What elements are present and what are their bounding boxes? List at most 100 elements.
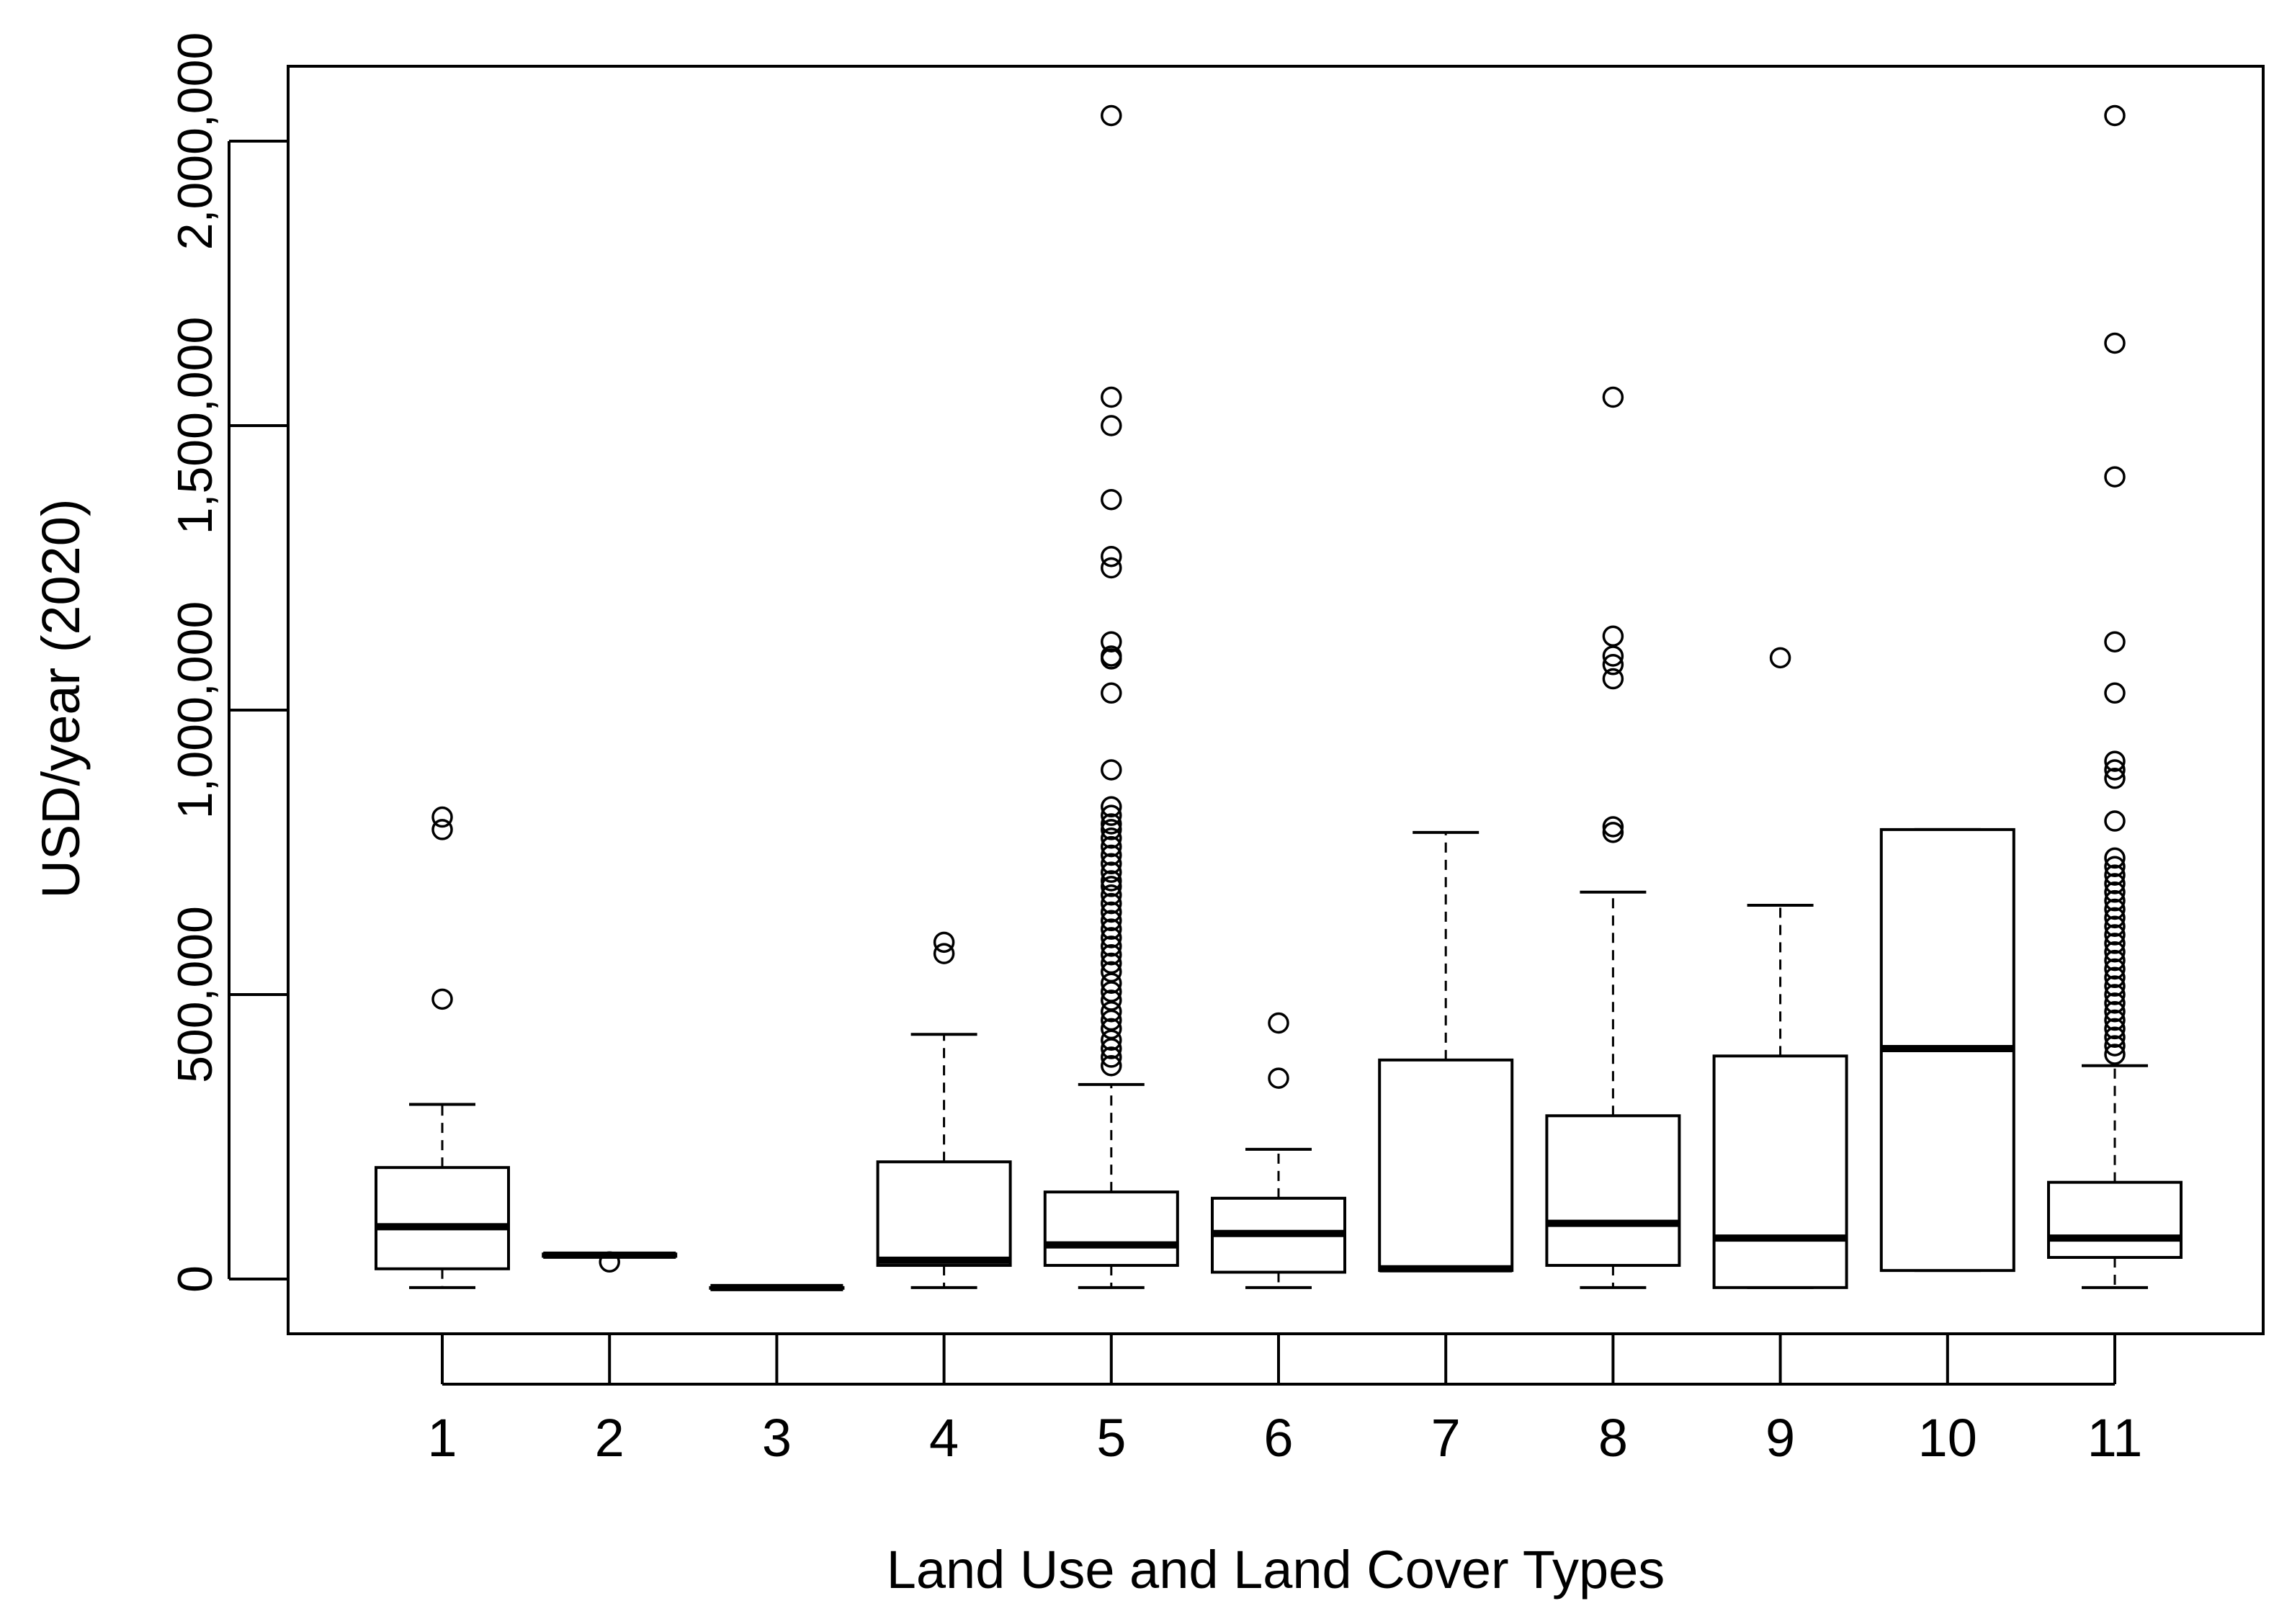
outlier-point [1101, 876, 1122, 897]
outlier-point [2104, 915, 2126, 937]
outlier-point [1602, 625, 1624, 647]
outlier-point [1101, 844, 1122, 866]
outlier-point [2104, 1026, 2126, 1048]
outlier-point [1101, 990, 1122, 1011]
outlier-point [2104, 984, 2126, 1005]
outlier-point [2104, 898, 2126, 920]
outlier-point [2104, 759, 2126, 781]
box-category-7 [1378, 830, 1514, 1273]
x-axis: 1 2 3 4 5 6 7 8 9 10 11 [427, 1334, 2142, 1468]
outlier-point [1101, 488, 1122, 511]
outlier-point [1101, 943, 1122, 966]
x-tick-label: 2 [595, 1408, 625, 1468]
outlier-point [1602, 668, 1624, 690]
outlier-point [2104, 949, 2126, 972]
outlier-point [1101, 682, 1122, 704]
x-tick-label: 5 [1096, 1408, 1126, 1468]
outlier-point [1101, 631, 1122, 652]
outlier-point [2104, 1044, 2126, 1065]
box-iqr [2047, 1180, 2183, 1259]
outlier-point [599, 1251, 620, 1273]
y-tick-label: 1,000,000 [168, 601, 223, 820]
outlier-point [1101, 952, 1122, 974]
box-category-10 [1879, 827, 2015, 1273]
outlier-point [1101, 835, 1122, 858]
outlier-point [1101, 870, 1122, 892]
outlier-point [1101, 884, 1122, 906]
x-tick-label: 4 [929, 1408, 959, 1468]
outlier-point [2104, 1000, 2126, 1023]
box-category-11 [2047, 104, 2183, 1289]
outlier-point [1101, 819, 1122, 840]
outlier-point [1101, 386, 1122, 408]
outlier-point [1602, 654, 1624, 676]
outlier-point [2104, 1009, 2126, 1031]
y-tick-label: 1,500,000 [168, 317, 223, 535]
outlier-point [2104, 682, 2126, 704]
outlier-point [431, 988, 453, 1010]
outlier-point [2104, 992, 2126, 1014]
box-iqr [1545, 1114, 1681, 1268]
x-tick-label: 7 [1431, 1408, 1461, 1468]
outlier-point [1602, 386, 1624, 408]
outlier-point [2104, 466, 2126, 488]
outlier-point [2104, 907, 2126, 929]
x-tick-label: 3 [762, 1408, 792, 1468]
box-iqr [876, 1160, 1012, 1268]
outlier-point [1101, 1055, 1122, 1077]
y-tick-label: 2,000,000 [168, 32, 223, 251]
outlier-point [2104, 975, 2126, 997]
outlier-point [1101, 910, 1122, 932]
x-tick-label: 1 [427, 1408, 457, 1468]
box-category-5 [1043, 104, 1179, 1289]
outlier-point [1101, 892, 1122, 915]
outlier-point [1268, 1012, 1289, 1034]
outlier-point [1101, 1046, 1122, 1068]
box-category-4 [876, 931, 1012, 1289]
outlier-point [2104, 1018, 2126, 1040]
box-iqr [375, 1166, 510, 1270]
outlier-point [1101, 804, 1122, 826]
box-category-9 [1712, 647, 1848, 1289]
outlier-point [2104, 768, 2126, 789]
box-category-2 [542, 1251, 678, 1273]
outlier-point [2104, 332, 2126, 354]
outlier-point [1101, 645, 1122, 667]
box-category-1 [375, 806, 510, 1289]
outlier-point [933, 931, 955, 954]
outlier-point [431, 806, 453, 828]
box-category-8 [1545, 386, 1681, 1289]
outlier-point [2104, 881, 2126, 903]
outlier-point [2104, 847, 2126, 869]
outlier-point [933, 943, 955, 964]
outlier-point [1101, 415, 1122, 436]
outlier-point [1101, 813, 1122, 835]
outlier-point [1101, 827, 1122, 849]
x-tick-label: 6 [1263, 1408, 1293, 1468]
outlier-point [1769, 647, 1791, 669]
box-category-6 [1211, 1012, 1346, 1289]
outlier-point [2104, 856, 2126, 877]
outlier-point [2104, 750, 2126, 772]
outlier-point [2104, 941, 2126, 963]
outlier-point [1101, 918, 1122, 940]
outlier-point [2104, 873, 2126, 894]
outlier-point [1101, 759, 1122, 781]
outlier-point [1101, 936, 1122, 957]
x-tick-label: 8 [1598, 1408, 1628, 1468]
outlier-point [1101, 927, 1122, 948]
outlier-point [1602, 822, 1624, 843]
outlier-point [2104, 864, 2126, 886]
x-tick-label: 10 [1918, 1408, 1977, 1468]
outlier-point [1101, 557, 1122, 579]
outlier-point [1101, 545, 1122, 567]
outlier-point [2104, 889, 2126, 912]
outlier-point [1101, 1018, 1122, 1040]
outlier-point [1268, 1067, 1289, 1089]
outlier-point [1101, 901, 1122, 923]
outlier-point [2104, 631, 2126, 652]
outlier-point [1101, 861, 1122, 883]
outlier-point [2104, 104, 2126, 127]
